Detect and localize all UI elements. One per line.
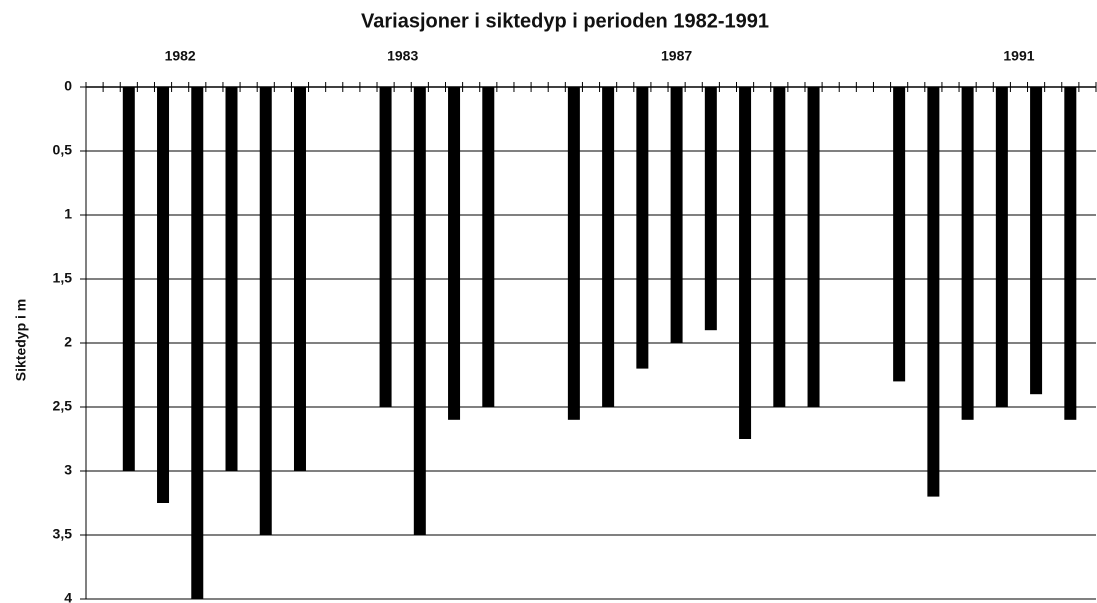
y-tick-label: 0: [64, 78, 72, 94]
y-tick-label: 2,5: [53, 398, 73, 414]
y-tick-label: 3,5: [53, 526, 73, 542]
bar: [1064, 87, 1077, 420]
bar: [448, 87, 461, 420]
y-tick-label: 0,5: [53, 142, 73, 158]
x-tick-label: 1982: [165, 48, 196, 64]
bar: [122, 87, 135, 471]
bar: [379, 87, 392, 407]
y-tick-label: 2: [64, 334, 72, 350]
y-tick-label: 4: [64, 590, 72, 603]
bar: [157, 87, 170, 503]
bar: [807, 87, 820, 407]
bar: [567, 87, 580, 420]
bar: [1030, 87, 1043, 395]
y-tick-label: 3: [64, 462, 72, 478]
bar: [773, 87, 786, 407]
bar: [670, 87, 683, 343]
bar: [293, 87, 306, 471]
x-tick-label: 1991: [1003, 48, 1034, 64]
bar: [482, 87, 495, 407]
bar: [739, 87, 752, 439]
bar: [704, 87, 717, 331]
bar: [602, 87, 615, 407]
bar: [927, 87, 940, 497]
y-axis-label: Siktedyp i m: [13, 299, 29, 381]
bar: [893, 87, 906, 382]
bar: [225, 87, 238, 471]
y-tick-label: 1: [64, 206, 72, 222]
bar: [259, 87, 272, 535]
bar: [636, 87, 649, 369]
x-tick-label: 1983: [387, 48, 418, 64]
bar: [413, 87, 426, 535]
bar: [191, 87, 204, 599]
y-tick-label: 1,5: [53, 270, 73, 286]
bar: [995, 87, 1008, 407]
chart-title: Variasjoner i siktedyp i perioden 1982-1…: [361, 10, 769, 32]
x-tick-label: 1987: [661, 48, 692, 64]
bar: [961, 87, 974, 420]
